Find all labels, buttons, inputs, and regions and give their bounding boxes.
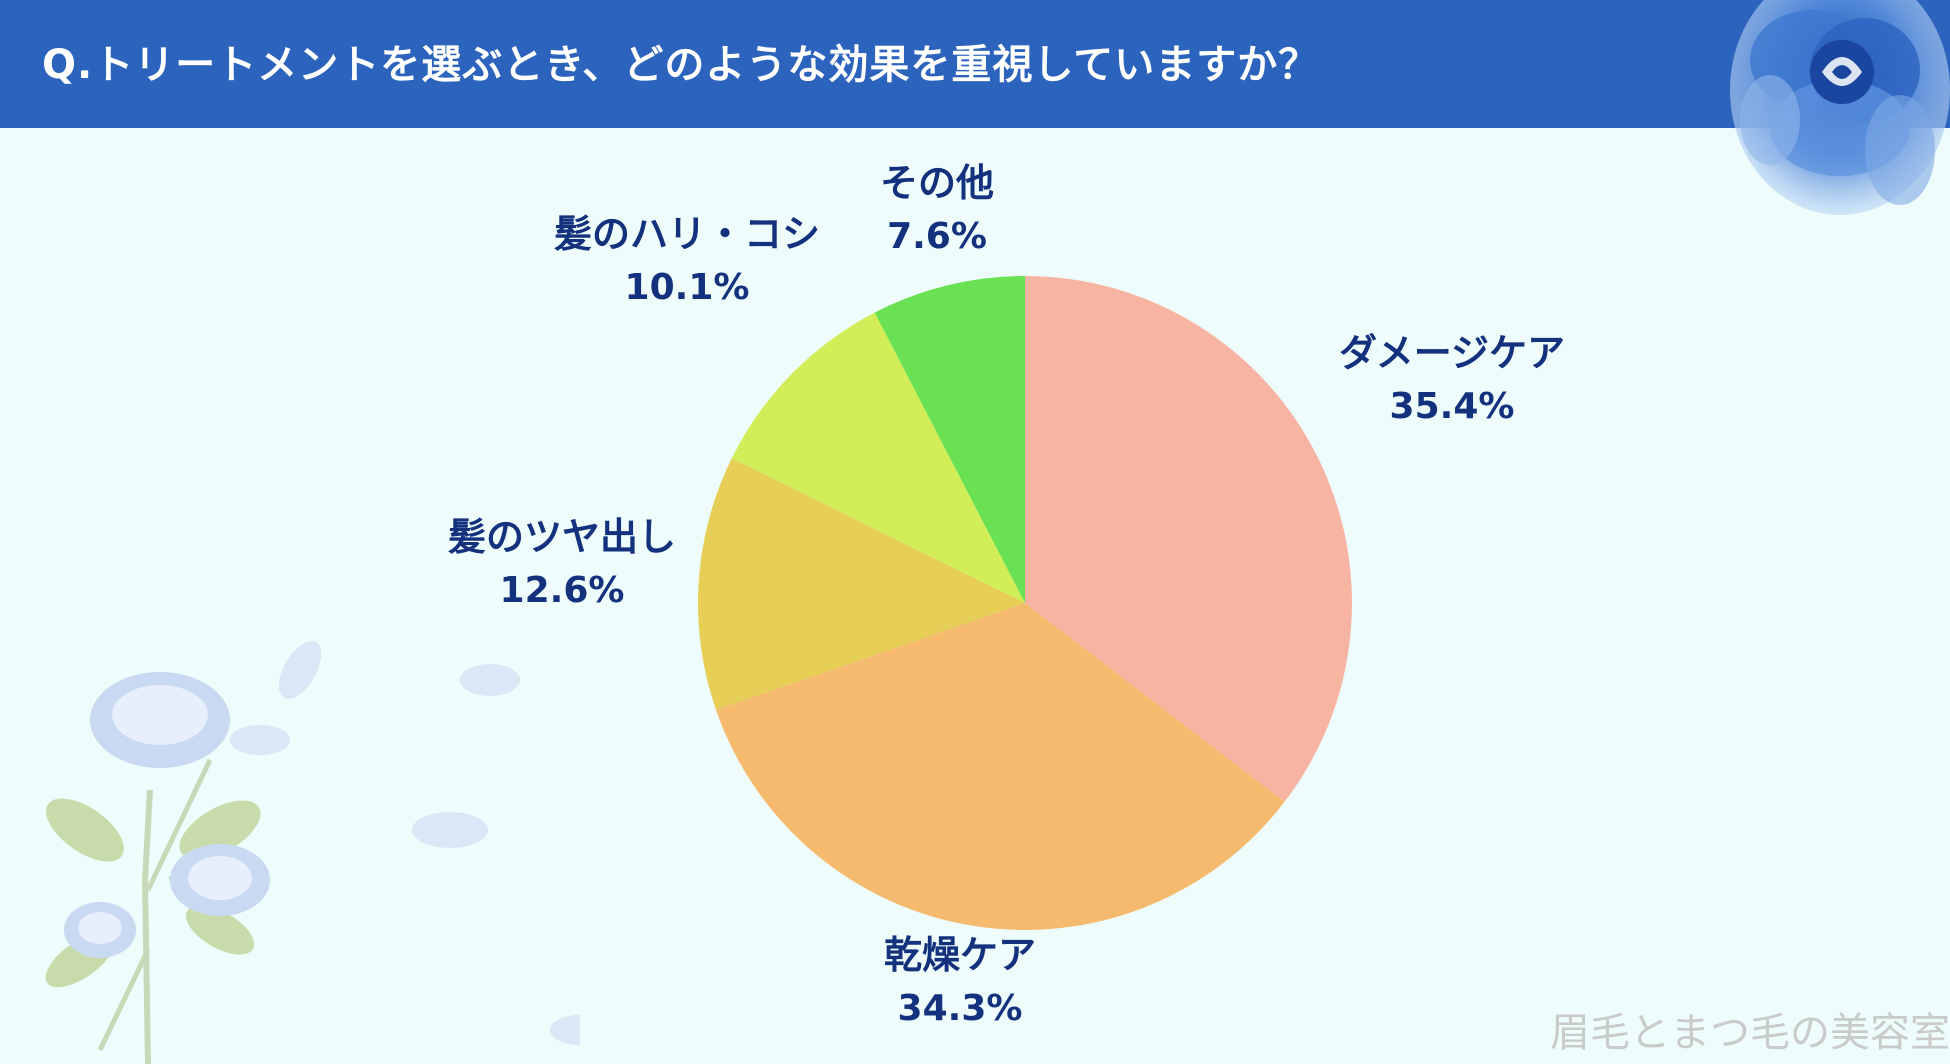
pie-slice-3 <box>697 458 1025 710</box>
blue-rose-illustration <box>1730 0 1950 215</box>
slice-value-1: 35.4% <box>1390 386 1515 427</box>
pie-slice-2 <box>715 603 1285 930</box>
slice-label-2: 乾燥ケア <box>884 933 1036 977</box>
slice-label-4: 髪のハリ・コシ <box>554 212 820 256</box>
pie-slice-4 <box>731 312 1025 603</box>
slice-value-3: 12.6% <box>500 570 625 611</box>
chart-title: Q.トリートメントを選ぶとき、どのような効果を重視していますか？ <box>42 42 1320 88</box>
slice-label-5: その他 <box>880 161 994 205</box>
slice-value-4: 10.1% <box>625 267 750 308</box>
watermark: 眉毛とまつ毛の美容室 <box>1550 1010 1950 1056</box>
pie-slice-5 <box>874 276 1025 603</box>
slice-label-3: 髪のツヤ出し <box>448 515 676 559</box>
slice-value-5: 7.6% <box>887 216 987 257</box>
title-banner: Q.トリートメントを選ぶとき、どのような効果を重視していますか？ <box>0 0 1950 128</box>
slice-label-1: ダメージケア <box>1339 331 1565 375</box>
white-rose-illustration <box>45 641 580 1064</box>
slice-value-2: 34.3% <box>898 988 1023 1029</box>
pie-slice-1 <box>1025 276 1352 802</box>
